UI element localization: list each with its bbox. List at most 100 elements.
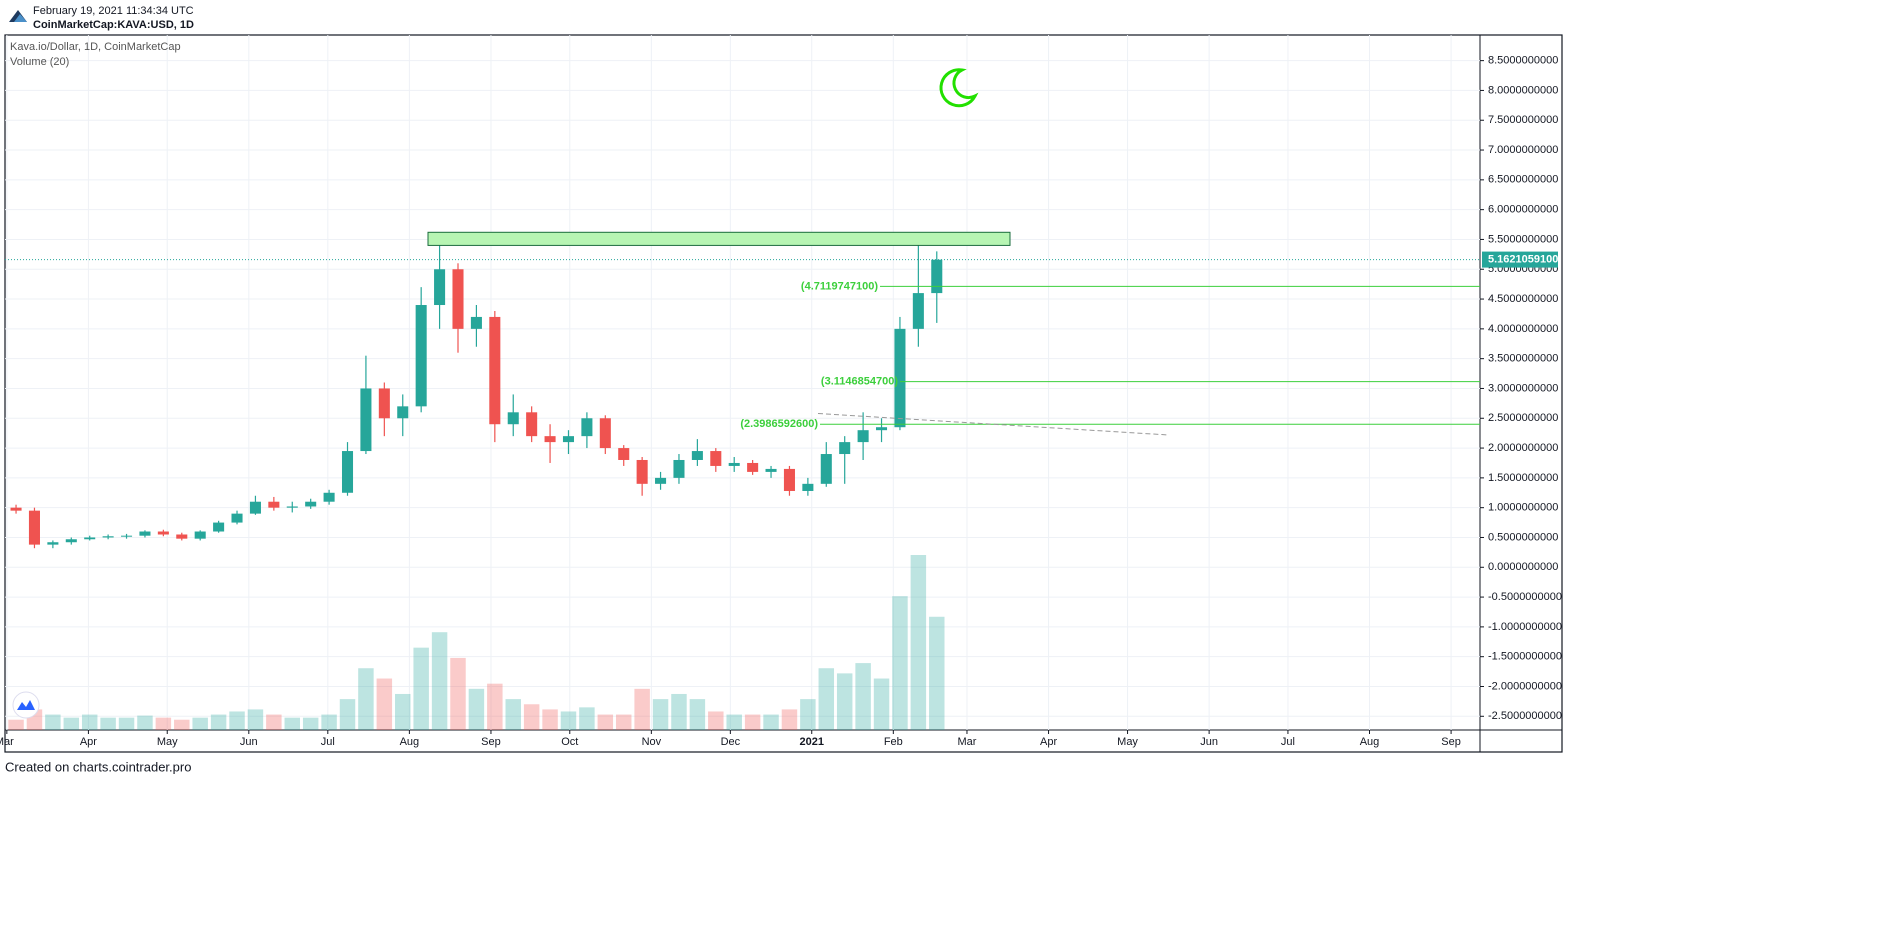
candle-body — [618, 448, 630, 460]
volume-bar — [321, 714, 337, 730]
candle-body — [470, 316, 482, 329]
candle-body — [691, 451, 703, 460]
volume-bar — [818, 668, 835, 730]
moon-icon — [939, 68, 979, 108]
candle-body — [857, 430, 869, 443]
candle-body — [397, 406, 409, 419]
candle-body — [65, 539, 77, 543]
candle-body — [783, 468, 795, 491]
frame — [4, 34, 1563, 753]
y-tick-label: 7.5000000000 — [1488, 114, 1558, 126]
candle-body — [931, 259, 943, 294]
volume-bar — [376, 678, 393, 730]
tv-button[interactable] — [12, 691, 40, 719]
candle-body — [213, 522, 225, 532]
volume-bar — [137, 715, 153, 730]
y-tick-label: 2.0000000000 — [1488, 442, 1558, 454]
symbol: CoinMarketCap:KAVA:USD, 1D — [33, 19, 194, 31]
candle-body — [28, 510, 40, 545]
timestamp: February 19, 2021 11:34:34 UTC — [33, 5, 194, 17]
candle-body — [360, 388, 372, 452]
x-tick-label: May — [157, 736, 178, 748]
x-tick-label: Mar — [957, 736, 976, 748]
volume-bar — [671, 693, 687, 730]
candle-body — [378, 388, 390, 419]
y-tick-label: 4.5000000000 — [1488, 293, 1558, 305]
x-tick-label: Dec — [721, 736, 741, 748]
trendline — [817, 412, 1169, 436]
y-tick-label: -1.0000000000 — [1488, 621, 1562, 633]
x-tick-label: Aug — [1360, 736, 1380, 748]
x-tick-label: Jun — [240, 736, 258, 748]
candle-body — [526, 412, 538, 437]
y-tick-label: -0.5000000000 — [1488, 591, 1562, 603]
candle-body — [84, 537, 96, 540]
volume-bar — [726, 714, 742, 730]
y-tick-label: 0.0000000000 — [1488, 561, 1558, 573]
candle-body — [434, 269, 446, 306]
volume-bar — [174, 719, 190, 730]
candle-body — [231, 513, 243, 523]
volume-bar — [579, 707, 595, 730]
candle-body — [562, 436, 575, 443]
volume-bar — [763, 714, 779, 730]
x-tick-label: Oct — [561, 736, 578, 748]
volume-bar — [413, 647, 429, 730]
candle-body — [139, 531, 151, 536]
y-tick-label: 3.5000000000 — [1488, 353, 1558, 365]
volume-bar — [247, 709, 264, 730]
volume-bar — [708, 711, 724, 730]
candle-body — [876, 427, 888, 431]
level-label: (4.7119747100) — [801, 280, 878, 292]
x-tick-label: Jul — [1281, 736, 1295, 748]
volume-bar — [100, 717, 116, 730]
x-tick-label: Nov — [642, 736, 662, 748]
volume-bar — [505, 699, 521, 730]
x-tick-label: Jul — [321, 736, 335, 748]
level-label: (2.3986592600) — [740, 418, 818, 430]
volume-bar — [929, 616, 945, 730]
x-tick-label: Sep — [1441, 736, 1461, 748]
candle-body — [341, 451, 354, 493]
y-tick-label: 5.5000000000 — [1488, 233, 1558, 245]
x-tick-label: Apr — [80, 736, 97, 748]
candle-body — [581, 418, 593, 437]
volume-bar — [744, 714, 761, 730]
candle-body — [47, 542, 59, 545]
y-tick-label: 8.0000000000 — [1488, 84, 1558, 96]
volume-bar — [634, 688, 650, 730]
y-tick-label: 1.5000000000 — [1488, 472, 1558, 484]
candles — [10, 236, 943, 549]
candle-body — [102, 536, 114, 538]
volume-bar — [836, 673, 853, 730]
candle-body — [599, 418, 611, 449]
volume-bar — [63, 717, 80, 730]
candle-body — [673, 459, 685, 478]
candle-body — [636, 459, 648, 484]
chart-subtitle: Volume (20) — [10, 56, 69, 68]
chart-title: Kava.io/Dollar, 1D, CoinMarketCap — [10, 41, 181, 53]
y-tick-label: 0.5000000000 — [1488, 531, 1558, 543]
candle-body — [323, 492, 335, 502]
volume-bar — [210, 714, 227, 730]
candle-body — [10, 507, 22, 511]
volume-bar — [892, 596, 908, 730]
x-tick-label: Jun — [1200, 736, 1218, 748]
x-tick-label: Aug — [400, 736, 420, 748]
volume-bar — [689, 699, 706, 730]
candle-body — [157, 531, 169, 535]
volume-bar — [468, 688, 485, 730]
candle-body — [176, 534, 188, 539]
volume-bar — [781, 709, 798, 730]
candle-body — [268, 501, 280, 508]
y-tick-label: 1.0000000000 — [1488, 502, 1558, 514]
volume-bar — [560, 711, 577, 730]
last-price-label: 5.1621059100 — [1488, 253, 1558, 265]
level-label: (3.1146854700) — [821, 376, 898, 388]
y-tick-label: -2.0000000000 — [1488, 680, 1562, 692]
volume-bar — [229, 711, 245, 730]
volume-bar — [81, 714, 98, 730]
candle-body — [286, 506, 298, 508]
volume-bar — [284, 717, 300, 730]
